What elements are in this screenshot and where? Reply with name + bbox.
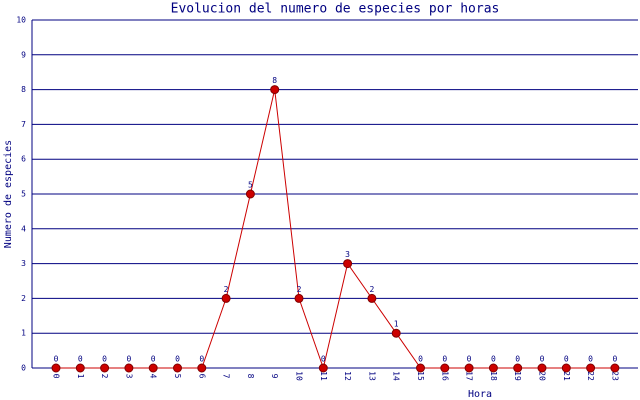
data-point bbox=[197, 363, 207, 373]
x-axis-label: Hora bbox=[468, 389, 492, 400]
y-tick-label: 2 bbox=[21, 294, 26, 303]
data-label: 1 bbox=[394, 320, 399, 329]
x-tick-label: 12 bbox=[343, 371, 352, 381]
data-label: 0 bbox=[588, 355, 593, 364]
x-tick-label: 17 bbox=[465, 371, 474, 381]
data-label: 0 bbox=[175, 355, 180, 364]
y-tick-label: 8 bbox=[21, 85, 26, 94]
data-point bbox=[100, 363, 110, 373]
x-tick-label: 14 bbox=[392, 371, 401, 381]
data-label: 0 bbox=[515, 355, 520, 364]
x-tick-label: 22 bbox=[586, 371, 595, 381]
x-tick-label: 7 bbox=[222, 374, 231, 379]
data-point bbox=[51, 363, 61, 373]
data-point bbox=[367, 293, 377, 303]
data-label: 0 bbox=[199, 355, 204, 364]
data-label: 2 bbox=[297, 285, 302, 294]
chart-title: Evolucion del numero de especies por hor… bbox=[171, 2, 500, 17]
data-label: 0 bbox=[442, 355, 447, 364]
data-point bbox=[586, 363, 596, 373]
y-tick-label: 6 bbox=[21, 155, 26, 164]
data-point bbox=[464, 363, 474, 373]
data-point bbox=[391, 328, 401, 338]
x-tick-label: 16 bbox=[440, 371, 449, 381]
data-label: 0 bbox=[491, 355, 496, 364]
y-tick-label: 5 bbox=[21, 190, 26, 199]
y-tick-label: 9 bbox=[21, 50, 26, 59]
data-label: 5 bbox=[248, 181, 253, 190]
data-label: 0 bbox=[151, 355, 156, 364]
y-tick-label: 4 bbox=[21, 224, 26, 233]
data-label: 0 bbox=[54, 355, 59, 364]
x-tick-label: 5 bbox=[173, 374, 182, 379]
data-point bbox=[75, 363, 85, 373]
data-point bbox=[537, 363, 547, 373]
x-tick-label: 4 bbox=[149, 374, 158, 379]
data-label: 0 bbox=[467, 355, 472, 364]
data-label: 2 bbox=[224, 285, 229, 294]
y-axis-label: Numero de especies bbox=[3, 140, 14, 248]
x-tick-label: 19 bbox=[513, 371, 522, 381]
data-point bbox=[513, 363, 523, 373]
data-point bbox=[173, 363, 182, 373]
data-label: 3 bbox=[345, 250, 350, 259]
x-tick-label: 10 bbox=[295, 371, 304, 381]
data-point bbox=[318, 363, 328, 373]
x-tick-label: 9 bbox=[270, 374, 279, 379]
x-tick-label: 6 bbox=[197, 374, 206, 379]
y-tick-label: 7 bbox=[21, 120, 26, 129]
data-label: 0 bbox=[564, 355, 569, 364]
y-tick-label: 10 bbox=[16, 16, 26, 25]
x-tick-label: 20 bbox=[538, 371, 547, 381]
data-label: 0 bbox=[418, 355, 423, 364]
x-tick-label: 0 bbox=[52, 374, 61, 379]
data-label: 2 bbox=[369, 285, 374, 294]
x-tick-label: 1 bbox=[76, 374, 85, 379]
x-tick-label: 2 bbox=[100, 374, 109, 379]
x-tick-label: 3 bbox=[124, 374, 133, 379]
data-label: 8 bbox=[272, 76, 277, 85]
data-point bbox=[148, 363, 158, 373]
data-point bbox=[610, 363, 620, 373]
data-label: 0 bbox=[126, 355, 131, 364]
x-tick-label: 23 bbox=[610, 371, 619, 381]
data-label: 0 bbox=[321, 355, 326, 364]
data-point bbox=[416, 363, 425, 373]
data-point bbox=[343, 259, 353, 269]
y-tick-label: 0 bbox=[21, 364, 26, 373]
x-tick-label: 13 bbox=[367, 371, 376, 381]
data-point bbox=[221, 293, 231, 303]
data-point bbox=[124, 363, 134, 373]
data-point bbox=[440, 363, 450, 373]
x-tick-label: 15 bbox=[416, 371, 425, 381]
data-label: 0 bbox=[540, 355, 545, 364]
data-point bbox=[245, 189, 255, 199]
data-label: 0 bbox=[612, 355, 617, 364]
x-tick-label: 21 bbox=[562, 371, 571, 381]
data-point bbox=[294, 293, 304, 303]
y-tick-label: 1 bbox=[21, 329, 26, 338]
x-tick-label: 11 bbox=[319, 371, 328, 381]
data-point bbox=[488, 363, 498, 373]
x-tick-label: 18 bbox=[489, 371, 498, 381]
data-label: 0 bbox=[102, 355, 107, 364]
data-label: 0 bbox=[78, 355, 83, 364]
data-point bbox=[561, 363, 571, 373]
x-tick-label: 8 bbox=[246, 374, 255, 379]
data-point bbox=[270, 85, 280, 95]
y-tick-label: 3 bbox=[21, 259, 26, 268]
